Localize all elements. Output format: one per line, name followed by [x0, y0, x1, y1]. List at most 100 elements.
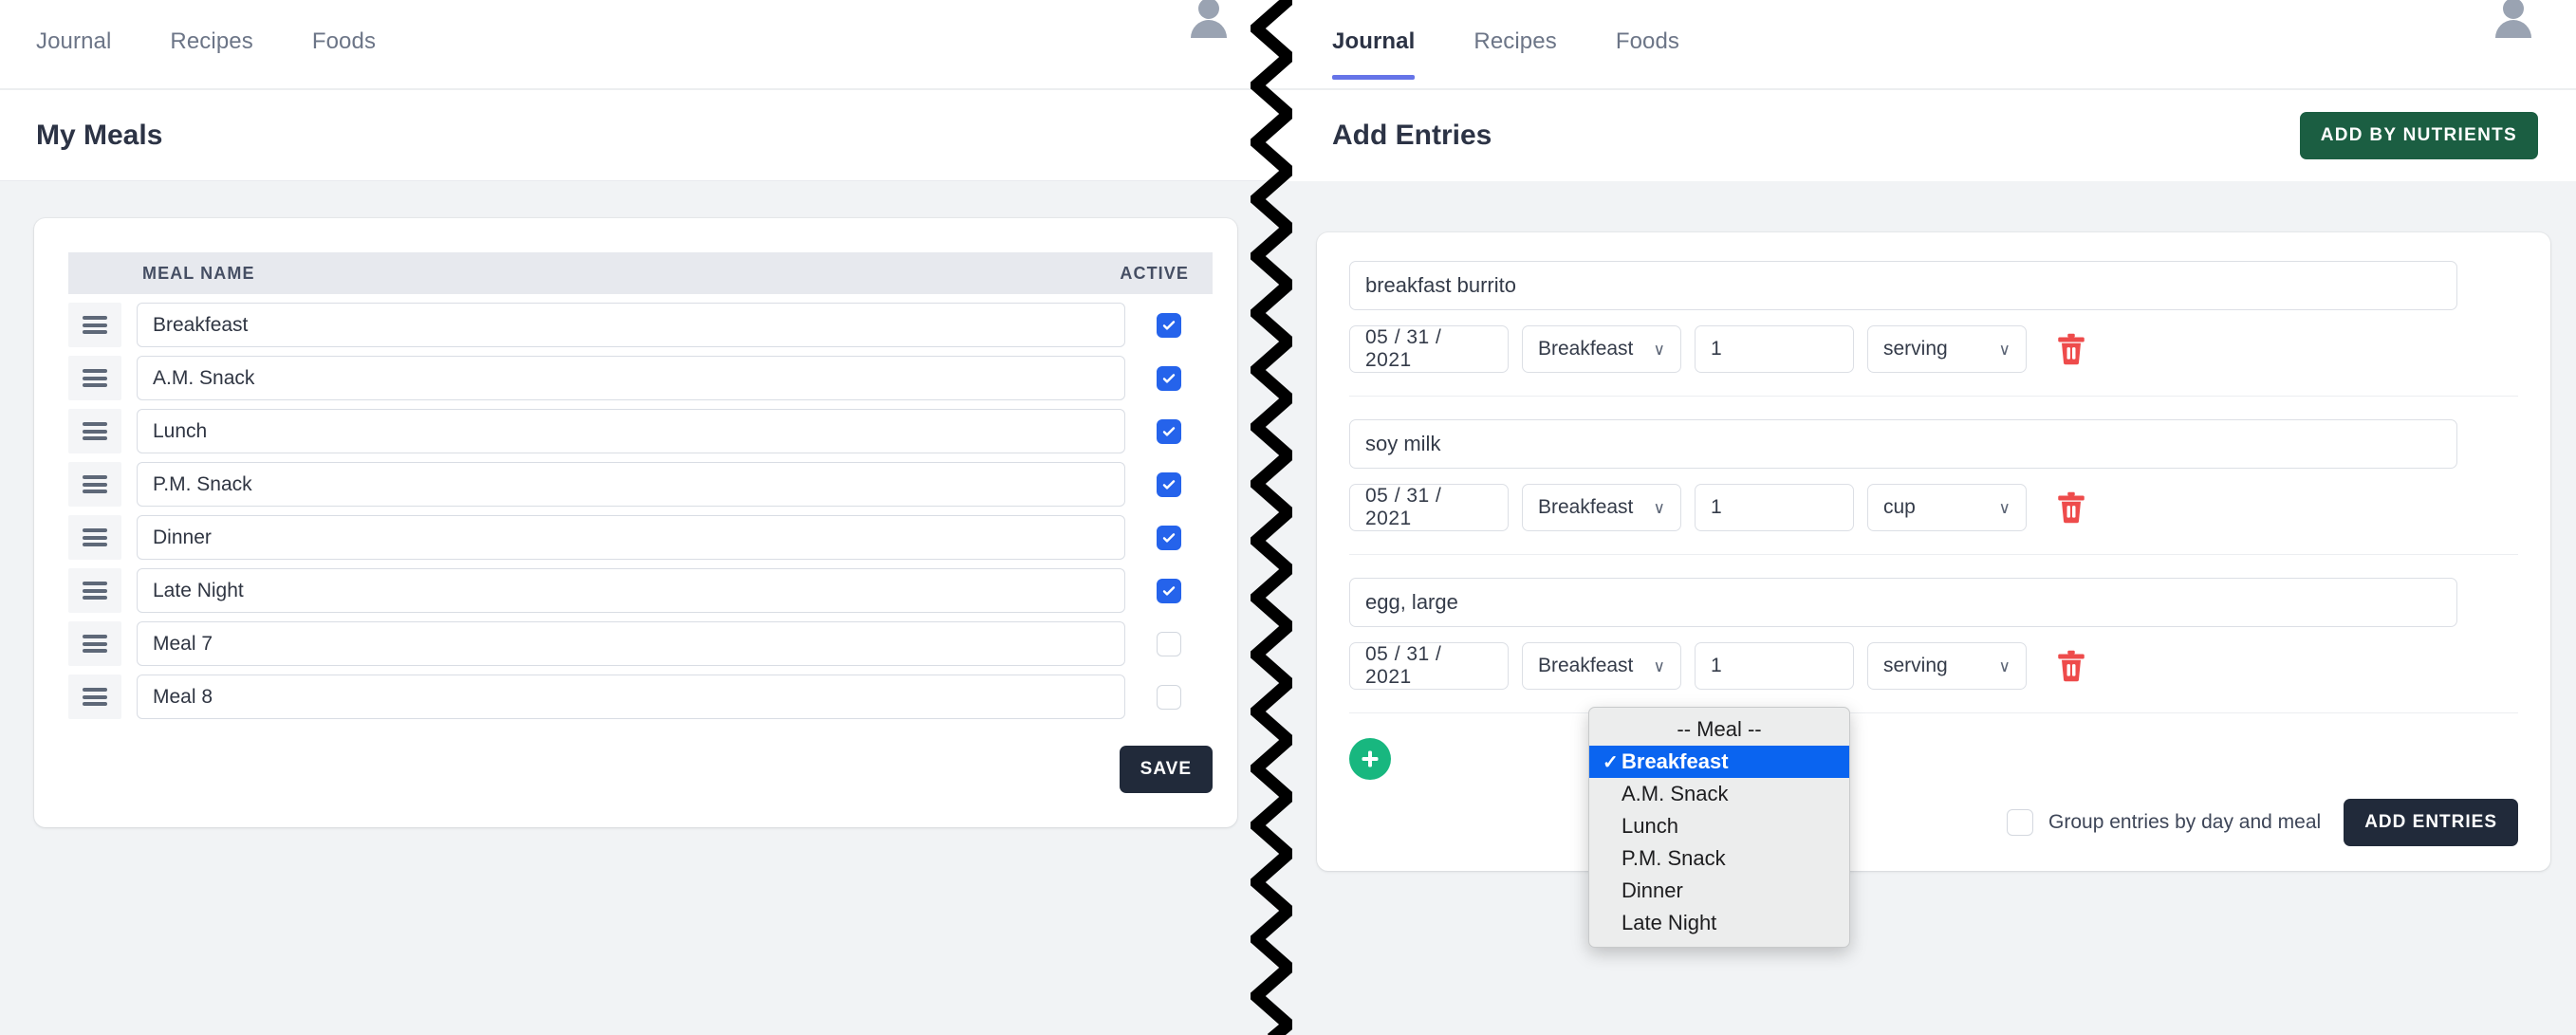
meal-name-input[interactable] — [137, 356, 1125, 400]
meal-name-input[interactable] — [137, 621, 1125, 666]
entry-date-input[interactable]: 05 / 31 / 2021 — [1349, 325, 1509, 373]
meal-select-dropdown[interactable]: -- Meal -- ✓ Breakfeast A.M. Snack Lunch… — [1588, 707, 1850, 948]
dropdown-option-dinner[interactable]: Dinner — [1589, 875, 1849, 907]
active-checkbox[interactable] — [1157, 631, 1181, 656]
entry-unit-select[interactable]: serving ∨ — [1867, 325, 2027, 373]
add-by-nutrients-button[interactable]: ADD BY NUTRIENTS — [2299, 112, 2538, 159]
active-cell — [1125, 312, 1213, 338]
add-entries-button[interactable]: ADD ENTRIES — [2344, 799, 2518, 846]
meal-name-input[interactable] — [137, 409, 1125, 453]
left-nav-items: Journal Recipes Foods — [36, 28, 435, 80]
nav-tab-recipes[interactable]: Recipes — [1473, 28, 1556, 80]
dropdown-option-am-snack[interactable]: A.M. Snack — [1589, 778, 1849, 810]
active-cell — [1125, 684, 1213, 710]
dropdown-option-label: A.M. Snack — [1622, 782, 1729, 805]
dropdown-option-pm-snack[interactable]: P.M. Snack — [1589, 842, 1849, 875]
active-checkbox[interactable] — [1157, 418, 1181, 444]
table-row — [34, 462, 1237, 507]
table-row — [34, 303, 1237, 347]
right-panel: Journal Recipes Foods Add Entries ADD BY… — [1271, 0, 2576, 1035]
nav-tab-recipes-label: Recipes — [170, 28, 253, 54]
drag-handle-icon[interactable] — [68, 303, 121, 347]
meal-name-input[interactable] — [137, 675, 1125, 719]
entry-fields: 05 / 31 / 2021 Breakfeast ∨ 1 serving ∨ — [1349, 642, 2518, 690]
active-checkbox[interactable] — [1157, 471, 1181, 497]
chevron-down-icon: ∨ — [1998, 340, 2011, 359]
table-row — [34, 621, 1237, 666]
nav-tab-journal[interactable]: Journal — [36, 28, 111, 80]
page-title: Add Entries — [1332, 120, 1492, 151]
food-name-input[interactable] — [1349, 261, 2457, 310]
drag-handle-icon[interactable] — [68, 462, 121, 507]
meal-name-input[interactable] — [137, 462, 1125, 507]
entry-unit-value: serving — [1883, 338, 1948, 360]
dropdown-option-label: -- Meal -- — [1677, 717, 1762, 741]
dropdown-option-meal-placeholder[interactable]: -- Meal -- — [1589, 713, 1849, 746]
dropdown-option-lunch[interactable]: Lunch — [1589, 810, 1849, 842]
nav-tab-journal-label: Journal — [36, 28, 112, 54]
meal-name-input[interactable] — [137, 568, 1125, 613]
table-row — [34, 568, 1237, 613]
drag-handle-icon[interactable] — [68, 568, 121, 613]
entry-quantity-value: 1 — [1711, 338, 1722, 360]
entry-quantity-input[interactable]: 1 — [1695, 642, 1854, 690]
active-cell — [1125, 365, 1213, 391]
active-checkbox[interactable] — [1157, 578, 1181, 603]
meal-name-input[interactable] — [137, 303, 1125, 347]
user-avatar-icon[interactable] — [1184, 0, 1233, 42]
dropdown-option-breakfeast[interactable]: ✓ Breakfeast — [1589, 746, 1849, 778]
active-cell — [1125, 578, 1213, 603]
meal-name-input[interactable] — [137, 515, 1125, 560]
entry-meal-value: Breakfeast — [1538, 655, 1634, 676]
entry-meal-value: Breakfeast — [1538, 496, 1634, 518]
drag-handle-icon[interactable] — [68, 515, 121, 560]
column-header-active: ACTIVE — [1120, 263, 1189, 283]
active-checkbox[interactable] — [1157, 525, 1181, 550]
entry-meal-select[interactable]: Breakfeast ∨ — [1522, 484, 1681, 531]
active-checkbox[interactable] — [1157, 365, 1181, 391]
entry-unit-select[interactable]: cup ∨ — [1867, 484, 2027, 531]
entry-fields: 05 / 31 / 2021 Breakfeast ∨ 1 cup ∨ — [1349, 484, 2518, 531]
entry-date-value: 05 / 31 / 2021 — [1365, 485, 1442, 529]
nav-tab-journal[interactable]: Journal — [1332, 28, 1416, 80]
entry-quantity-value: 1 — [1711, 496, 1722, 518]
add-entry-row-button[interactable] — [1349, 738, 1391, 780]
right-nav-items: Journal Recipes Foods — [1332, 28, 1738, 80]
entry-quantity-input[interactable]: 1 — [1695, 325, 1854, 373]
drag-handle-icon[interactable] — [68, 409, 121, 453]
nav-tab-foods[interactable]: Foods — [1616, 28, 1679, 80]
group-entries-checkbox[interactable] — [2007, 809, 2034, 836]
trash-icon[interactable] — [2057, 650, 2085, 682]
entry-unit-select[interactable]: serving ∨ — [1867, 642, 2027, 690]
entry-date-input[interactable]: 05 / 31 / 2021 — [1349, 484, 1509, 531]
active-checkbox[interactable] — [1157, 684, 1181, 710]
food-name-input[interactable] — [1349, 578, 2457, 627]
dropdown-option-label: Lunch — [1622, 814, 1678, 838]
entry-quantity-input[interactable]: 1 — [1695, 484, 1854, 531]
nav-tab-foods[interactable]: Foods — [312, 28, 376, 80]
active-cell — [1125, 525, 1213, 550]
save-button[interactable]: SAVE — [1119, 746, 1213, 793]
entry-quantity-value: 1 — [1711, 655, 1722, 676]
food-name-input[interactable] — [1349, 419, 2457, 469]
entry-meal-select[interactable]: Breakfeast ∨ — [1522, 325, 1681, 373]
drag-handle-icon[interactable] — [68, 356, 121, 400]
table-row — [34, 356, 1237, 400]
drag-handle-icon[interactable] — [68, 621, 121, 666]
chevron-down-icon: ∨ — [1998, 498, 2011, 517]
active-checkbox[interactable] — [1157, 312, 1181, 338]
entry-date-input[interactable]: 05 / 31 / 2021 — [1349, 642, 1509, 690]
check-icon: ✓ — [1603, 751, 1619, 773]
user-avatar-icon[interactable] — [2489, 0, 2538, 42]
drag-handle-icon[interactable] — [68, 675, 121, 719]
dropdown-option-late-night[interactable]: Late Night — [1589, 907, 1849, 939]
active-cell — [1125, 631, 1213, 656]
trash-icon[interactable] — [2057, 491, 2085, 524]
nav-tab-recipes[interactable]: Recipes — [170, 28, 252, 80]
nav-tab-foods-label: Foods — [1615, 28, 1680, 54]
entry-meal-select[interactable]: Breakfeast ∨ — [1522, 642, 1681, 690]
trash-icon[interactable] — [2057, 333, 2085, 365]
active-cell — [1125, 418, 1213, 444]
left-page-header: My Meals — [0, 90, 1271, 181]
